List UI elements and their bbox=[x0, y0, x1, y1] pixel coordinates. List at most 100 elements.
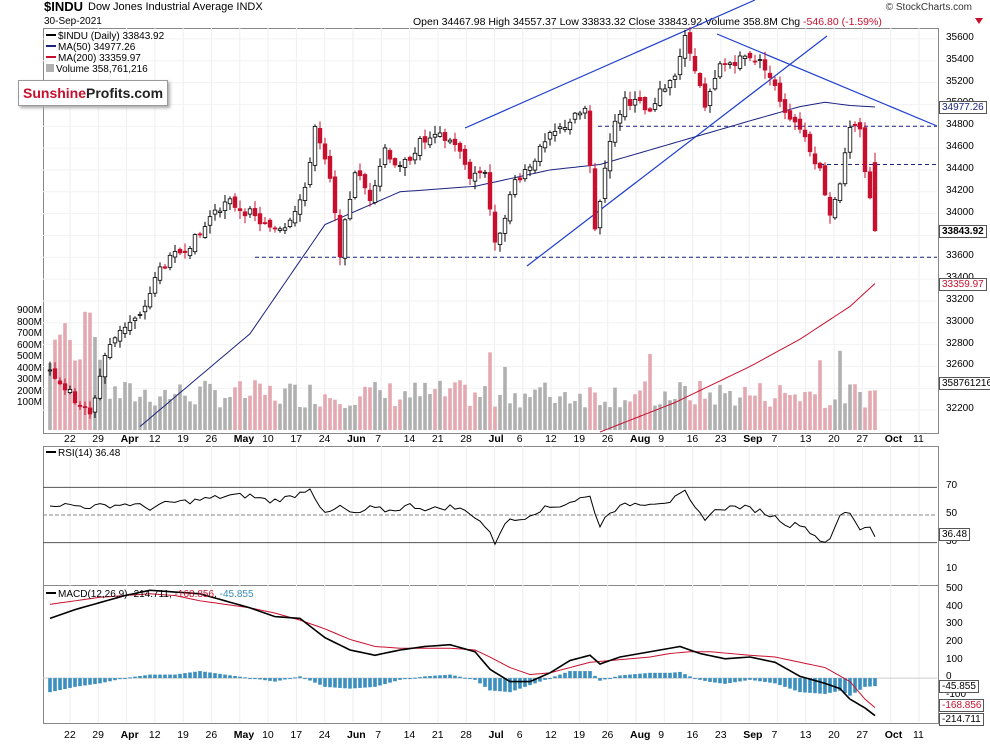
macd-histogram-bar bbox=[573, 671, 577, 679]
macd-histogram-bar bbox=[273, 678, 277, 682]
candle-body bbox=[867, 171, 873, 199]
candle-body bbox=[577, 112, 583, 116]
volume-bar bbox=[443, 396, 447, 430]
macd-histogram-bar bbox=[718, 678, 722, 684]
macd-histogram-bar bbox=[673, 672, 677, 679]
macd-histogram-bar bbox=[228, 675, 232, 679]
macd-histogram-bar bbox=[268, 678, 272, 681]
candle-body bbox=[292, 211, 298, 224]
chevron-down-icon[interactable] bbox=[975, 18, 983, 24]
candle-body bbox=[662, 88, 668, 92]
candle-body bbox=[872, 162, 878, 232]
macd-histogram-bar bbox=[223, 674, 227, 679]
chart-date: 30-Sep-2021 bbox=[44, 16, 102, 27]
candle-body bbox=[702, 83, 708, 108]
macd-histogram-bar bbox=[108, 678, 112, 682]
ohlc-close-label: Close bbox=[628, 16, 659, 28]
volume-bar bbox=[363, 386, 367, 430]
candle-body bbox=[392, 158, 398, 166]
macd-histogram-bar bbox=[498, 678, 502, 692]
macd-histogram-bar bbox=[553, 676, 557, 679]
candle-body bbox=[802, 129, 808, 138]
macd-histogram-bar bbox=[133, 676, 137, 679]
volume-bar bbox=[68, 340, 72, 430]
x-axis-label-bottom: 6 bbox=[516, 729, 523, 741]
candle-body bbox=[567, 121, 573, 131]
macd-histogram-bar bbox=[168, 674, 172, 679]
candle-body bbox=[362, 174, 368, 189]
candle-body bbox=[237, 208, 243, 212]
candle-body bbox=[507, 194, 513, 222]
price-legend: $INDU (Daily) 33843.92 MA(50) 34977.26 M… bbox=[46, 31, 164, 75]
candle-body bbox=[387, 150, 393, 160]
macd-axis-tick: -100 bbox=[946, 688, 967, 700]
macd-histogram-bar bbox=[473, 678, 477, 680]
volume-bar bbox=[548, 396, 552, 430]
x-axis-label-bottom: 19 bbox=[177, 729, 189, 741]
candle-body bbox=[412, 152, 418, 161]
rsi-line bbox=[49, 488, 876, 546]
legend-volume: Volume 358,761,216 bbox=[46, 64, 164, 75]
macd-signal-line bbox=[49, 593, 876, 708]
macd-axis-tick: 200 bbox=[946, 635, 963, 647]
macd-histogram-bar bbox=[178, 673, 182, 679]
ohlc-open-value: 34467.98 bbox=[441, 16, 489, 28]
volume-bar bbox=[528, 397, 532, 430]
macd-histogram-bar bbox=[703, 678, 707, 681]
macd-hist-value-tag: -45.855 bbox=[939, 680, 979, 694]
volume-bar bbox=[373, 381, 377, 430]
volume-bar bbox=[868, 390, 872, 430]
legend-ma50-swatch bbox=[46, 45, 56, 48]
volume-bar bbox=[268, 385, 272, 430]
candle-body bbox=[627, 99, 633, 106]
legend-ma200: MA(200) 33359.97 bbox=[46, 53, 164, 64]
candle-body bbox=[457, 142, 463, 152]
volume-bar bbox=[558, 396, 562, 430]
macd-histogram-bar bbox=[578, 671, 582, 679]
macd-histogram-bar bbox=[428, 675, 432, 679]
candle-body bbox=[397, 165, 403, 167]
macd-histogram-bar bbox=[848, 678, 852, 696]
candle-body bbox=[382, 147, 388, 166]
volume-bar bbox=[143, 389, 147, 430]
volume-bar bbox=[448, 388, 452, 430]
candle-body bbox=[72, 391, 78, 404]
macd-histogram-bar bbox=[118, 678, 122, 680]
legend-main-label: $INDU (Daily) 33843.92 bbox=[58, 31, 165, 42]
x-axis-label-top: Sep bbox=[743, 433, 763, 445]
x-axis-label-top: Aug bbox=[630, 433, 651, 445]
candle-body bbox=[122, 326, 128, 334]
x-axis-label-top: 19 bbox=[573, 433, 586, 445]
ma200-line bbox=[599, 283, 876, 433]
volume-bar bbox=[778, 385, 782, 430]
volume-bar bbox=[593, 392, 597, 430]
rsi-axis-tick: 30 bbox=[946, 535, 958, 547]
x-axis-label-top: 17 bbox=[290, 433, 303, 445]
candle-body bbox=[717, 63, 723, 78]
legend-ma50-label: MA(50) 34977.26 bbox=[58, 42, 136, 53]
volume-bar bbox=[748, 395, 752, 430]
volume-bar bbox=[418, 396, 422, 430]
x-axis-label-bottom: 14 bbox=[403, 729, 416, 741]
volume-bar bbox=[123, 382, 127, 430]
candle-body bbox=[857, 122, 863, 130]
macd-histogram-bar bbox=[463, 677, 467, 679]
volume-bar bbox=[633, 394, 637, 430]
macd-histogram-bar bbox=[68, 678, 72, 688]
volume-bar bbox=[538, 387, 542, 430]
volume-bar bbox=[198, 386, 202, 430]
x-axis-label-top: 21 bbox=[431, 433, 444, 445]
volume-bar bbox=[288, 383, 292, 430]
candle-body bbox=[217, 210, 223, 213]
macd-histogram-bar bbox=[208, 672, 212, 679]
candle-body bbox=[772, 79, 778, 86]
chart-header: $INDU Dow Jones Industrial Average INDX … bbox=[0, 0, 990, 30]
candle-body bbox=[442, 132, 448, 141]
volume-bar bbox=[228, 396, 232, 430]
macd-histogram-bar bbox=[603, 678, 607, 680]
volume-bar bbox=[473, 392, 477, 430]
volume-bar bbox=[83, 311, 87, 430]
macd-histogram-bar bbox=[833, 678, 837, 692]
x-axis-label-top: 12 bbox=[545, 433, 557, 445]
candle-body bbox=[672, 75, 678, 80]
